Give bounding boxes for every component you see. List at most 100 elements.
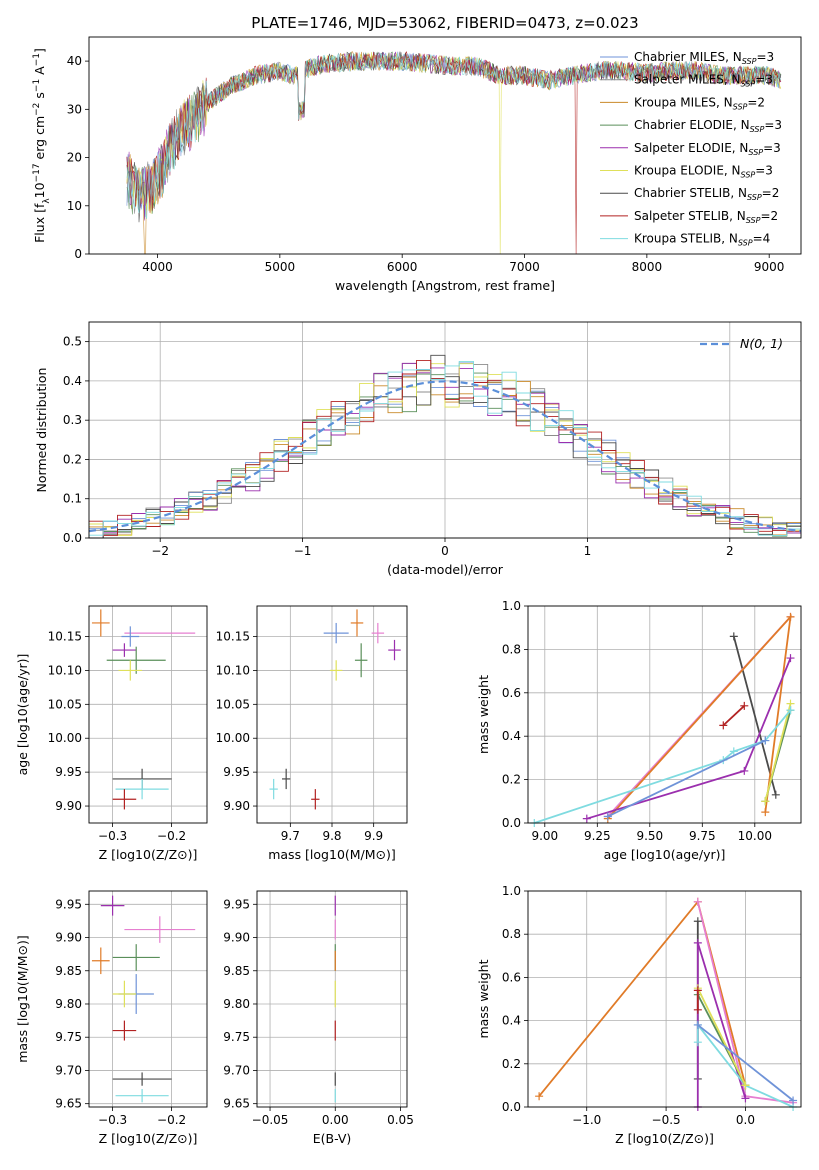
mass-vs-ebv-panel: −0.05 0.00 0.05 9.65 9.70 9.75 9.80 9.85 9.90 9.9… xyxy=(223,890,414,1146)
y-tick-label: 9.85 xyxy=(55,964,82,978)
x-tick-label: −0.3 xyxy=(98,829,127,843)
legend-label-1: Salpeter MILES, NSSP=3 xyxy=(634,73,773,89)
x-axis-label: E(B-V) xyxy=(313,1131,352,1146)
x-tick-label: 9.75 xyxy=(689,829,716,843)
weight-point-5-0 xyxy=(761,797,770,806)
spectrum-series-8 xyxy=(126,52,782,219)
axes-frame xyxy=(88,36,802,255)
weight-point-3-1 xyxy=(740,766,749,775)
x-tick-label: 5000 xyxy=(265,260,296,274)
weight-point-1-0 xyxy=(693,897,702,906)
weight-point-8-1 xyxy=(789,1096,798,1105)
weight-point-8-1 xyxy=(761,736,770,745)
x-axis-label: mass [log10(M/M⊙)] xyxy=(268,847,396,862)
weight-line-4 xyxy=(696,1022,794,1108)
y-tick-label: 9.70 xyxy=(55,1063,82,1077)
y-tick-label: 0.0 xyxy=(502,816,521,830)
weight-point-7-4 xyxy=(786,706,795,715)
weight-point-7-2 xyxy=(729,747,738,756)
x-tick-label: 10.00 xyxy=(738,829,772,843)
x-tick-label: 0 xyxy=(441,544,449,558)
x-tick-label: −1.0 xyxy=(572,1113,601,1127)
weight-point-7-0 xyxy=(693,1005,702,1014)
weight-line-0 xyxy=(732,636,777,796)
x-tick-label: 6000 xyxy=(387,260,418,274)
weight-point-6-0 xyxy=(719,721,728,730)
weight-point-6-1 xyxy=(740,701,749,710)
y-tick-label: 0.6 xyxy=(502,970,521,984)
y-tick-label: 9.75 xyxy=(223,1030,250,1044)
y-tick-label: 9.95 xyxy=(223,765,250,779)
y-tick-label: 9.65 xyxy=(55,1097,82,1111)
y-axis-label: Normed distribution xyxy=(34,368,49,493)
weight-point-8-0 xyxy=(603,812,612,821)
weight-point-4-0 xyxy=(693,1038,702,1047)
x-tick-label: −0.05 xyxy=(252,1113,289,1127)
y-axis-label: mass weight xyxy=(476,675,491,754)
y-tick-label: 0.4 xyxy=(63,374,82,388)
weight-point-3-1 xyxy=(693,938,702,947)
y-axis-label: age [log10(age/yr)] xyxy=(15,654,30,776)
weight-point-2-1 xyxy=(786,612,795,621)
x-tick-label: −0.5 xyxy=(652,1113,681,1127)
x-tick-label: 4000 xyxy=(142,260,173,274)
y-tick-label: 1.0 xyxy=(502,884,521,898)
y-tick-label: 9.75 xyxy=(55,1030,82,1044)
y-tick-label: 9.95 xyxy=(55,765,82,779)
legend-label-0: Chabrier MILES, NSSP=3 xyxy=(634,50,774,66)
y-tick-label: 10.15 xyxy=(216,630,250,644)
weight-point-0-1 xyxy=(771,790,780,799)
axes-frame xyxy=(88,321,802,539)
age-vs-mass-panel: 9.7 9.8 9.9 9.90 9.95 10.00 10.05 10.10 10.15 mas… xyxy=(216,605,408,862)
y-tick-label: 10.10 xyxy=(48,663,82,677)
weight-line-6 xyxy=(722,705,745,727)
y-tick-label: 10 xyxy=(67,199,82,213)
weight-point-6-1 xyxy=(741,1081,750,1090)
x-tick-label: 9.8 xyxy=(322,829,341,843)
x-tick-label: −0.2 xyxy=(157,1113,186,1127)
weight-line-8 xyxy=(697,1024,794,1102)
y-tick-label: 30 xyxy=(67,102,82,116)
weight-line-6 xyxy=(696,987,747,1086)
y-tick-label: 0.0 xyxy=(63,531,82,545)
y-tick-label: 10.15 xyxy=(48,630,82,644)
axes-frame xyxy=(88,605,208,824)
histogram-series-8 xyxy=(89,360,801,536)
y-tick-label: 9.70 xyxy=(223,1063,250,1077)
x-tick-label: 0.05 xyxy=(387,1113,414,1127)
legend-label-gaussian: N(0, 1) xyxy=(740,336,783,351)
weight-line-3 xyxy=(696,942,747,1107)
axes-frame xyxy=(256,605,408,824)
weight-line-5 xyxy=(764,703,792,802)
y-tick-label: 9.90 xyxy=(223,931,250,945)
x-tick-label: −2 xyxy=(151,544,169,558)
y-tick-label: 10.00 xyxy=(48,731,82,745)
y-axis-label: mass weight xyxy=(476,959,491,1038)
x-tick-label: 7000 xyxy=(509,260,540,274)
y-tick-label: 9.65 xyxy=(223,1097,250,1111)
weight-point-7-1 xyxy=(693,986,702,995)
x-tick-label: −0.3 xyxy=(98,1113,127,1127)
x-tick-label: 8000 xyxy=(632,260,663,274)
x-axis-label: wavelength [Angstrom, rest frame] xyxy=(335,278,555,293)
y-tick-label: 0.3 xyxy=(63,413,82,427)
y-tick-label: 0.2 xyxy=(502,1057,521,1071)
x-axis-label: Z [log10(Z/Z⊙)] xyxy=(99,1131,198,1146)
y-tick-label: 0.8 xyxy=(502,642,521,656)
weight-point-0-0 xyxy=(729,632,738,641)
y-tick-label: 10.05 xyxy=(48,697,82,711)
y-axis-label: mass [log10(M/M⊙)] xyxy=(15,935,30,1063)
x-tick-label: 0.00 xyxy=(322,1113,349,1127)
legend-label-4: Salpeter ELODIE, NSSP=3 xyxy=(634,141,781,157)
x-tick-label: 9.00 xyxy=(531,829,558,843)
y-tick-label: 0.2 xyxy=(63,452,82,466)
axes-frame xyxy=(88,890,208,1108)
weight-point-2-1 xyxy=(693,917,702,926)
y-tick-label: 0.8 xyxy=(502,927,521,941)
gaussian-reference-line xyxy=(88,380,802,533)
x-tick-label: 1 xyxy=(584,544,592,558)
y-tick-label: 0.2 xyxy=(502,773,521,787)
y-tick-label: 10.00 xyxy=(216,731,250,745)
x-tick-label: −0.2 xyxy=(157,829,186,843)
